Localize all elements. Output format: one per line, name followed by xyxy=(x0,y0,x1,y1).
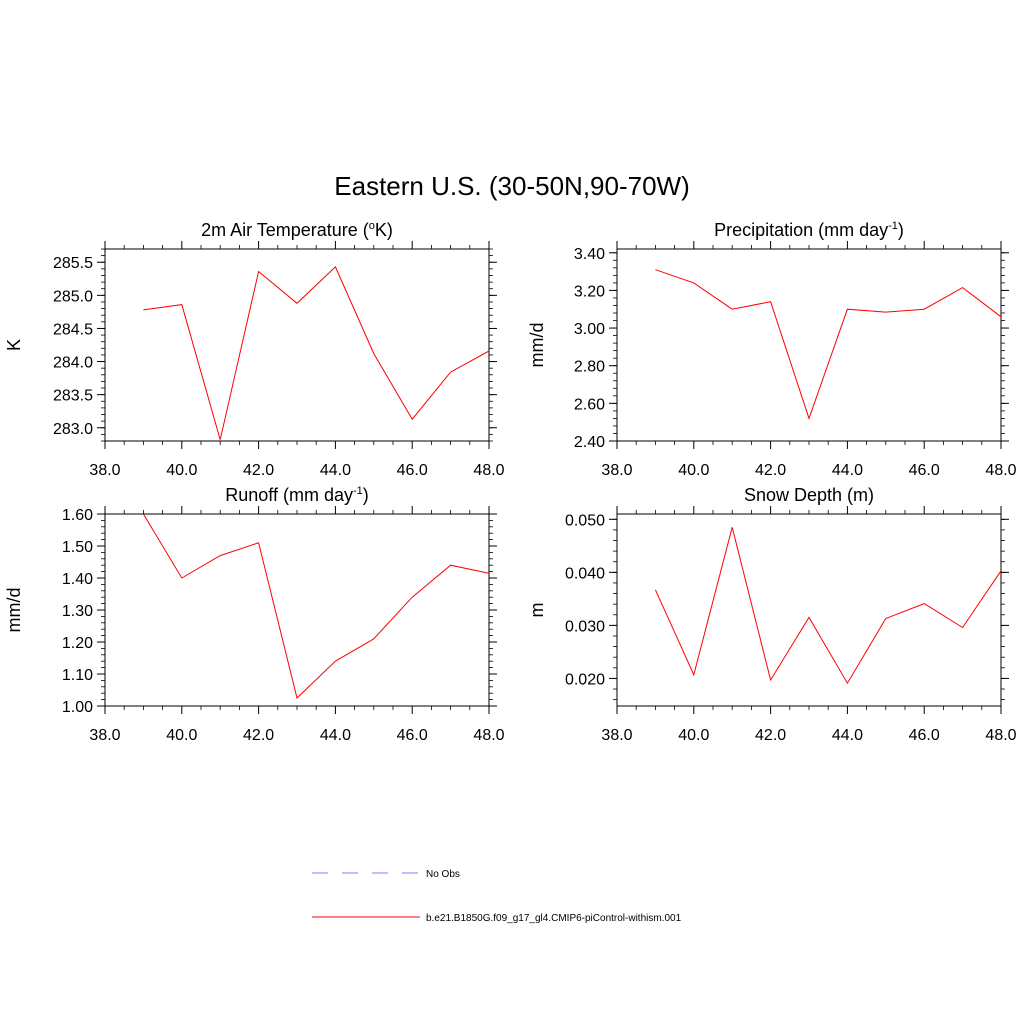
air-temperature-y-tick-label: 284.5 xyxy=(53,321,93,338)
panel-precipitation: 2.40 2.60 2.80 3.00 3.20 3.40 38.0 40.0 42.0 44.0… xyxy=(527,220,1017,479)
air-temperature-series-line xyxy=(143,266,489,440)
air-temperature-y-label: K xyxy=(4,339,24,351)
precipitation-x-tick-label: 42.0 xyxy=(755,462,786,479)
legend: No Obs b.e21.B1850G.f09_g17_gl4.CMIP6-pi… xyxy=(312,869,682,924)
runoff-y-tick-label: 1.00 xyxy=(62,699,93,716)
air-temperature-x-tick-label: 46.0 xyxy=(397,462,428,479)
snow-depth-y-label: m xyxy=(527,603,547,618)
runoff-x-tick-label: 48.0 xyxy=(473,727,504,744)
runoff-y-tick-label: 1.10 xyxy=(62,667,93,684)
air-temperature-y-tick-label: 285.0 xyxy=(53,288,93,305)
precipitation-y-tick-label: 2.60 xyxy=(574,396,605,413)
precipitation-title-main: Precipitation (mm day xyxy=(714,220,888,240)
air-temperature-y-tick-label: 284.0 xyxy=(53,355,93,372)
runoff-title: Runoff (mm day-1) xyxy=(225,485,369,505)
precipitation-title-sup: -1 xyxy=(888,220,898,232)
panels: 283.0 283.5 284.0 284.5 285.0 285.5 38.0 40.0 42… xyxy=(4,220,1017,744)
air-temperature-title: 2m Air Temperature (oK) xyxy=(201,220,393,240)
air-temperature-x-tick-label: 38.0 xyxy=(89,462,120,479)
precipitation-x-tick-label: 48.0 xyxy=(985,462,1016,479)
runoff-y-tick-label: 1.40 xyxy=(62,571,93,588)
legend-model-label: b.e21.B1850G.f09_g17_gl4.CMIP6-piControl… xyxy=(426,913,682,924)
panel-air-temperature: 283.0 283.5 284.0 284.5 285.0 285.5 38.0 40.0 42… xyxy=(4,220,505,479)
snow-depth-x-tick-label: 38.0 xyxy=(601,727,632,744)
figure-title: Eastern U.S. (30-50N,90-70W) xyxy=(334,171,689,201)
air-temperature-y-tick-label: 283.5 xyxy=(53,388,93,405)
air-temperature-title-tail: K) xyxy=(375,220,393,240)
air-temperature-x-tick-label: 48.0 xyxy=(473,462,504,479)
precipitation-x-tick-label: 44.0 xyxy=(832,462,863,479)
runoff-x-tick-label: 40.0 xyxy=(166,727,197,744)
precipitation-x-tick-label: 46.0 xyxy=(909,462,940,479)
air-temperature-title-main: 2m Air Temperature ( xyxy=(201,220,369,240)
air-temperature-x-tick-label: 40.0 xyxy=(166,462,197,479)
runoff-x-tick-label: 44.0 xyxy=(320,727,351,744)
snow-depth-x-tick-label: 48.0 xyxy=(985,727,1016,744)
snow-depth-y-tick-label: 0.030 xyxy=(565,618,605,635)
air-temperature-y-tick-label: 285.5 xyxy=(53,255,93,272)
runoff-x-tick-label: 42.0 xyxy=(243,727,274,744)
snow-depth-y-tick-label: 0.040 xyxy=(565,565,605,582)
runoff-x-tick-label: 38.0 xyxy=(89,727,120,744)
precipitation-y-tick-label: 3.40 xyxy=(574,246,605,263)
runoff-y-tick-label: 1.50 xyxy=(62,539,93,556)
panel-runoff: 1.00 1.10 1.20 1.30 1.40 1.50 1.60 38.0 40.0 42.0… xyxy=(4,485,505,744)
snow-depth-frame xyxy=(616,513,1002,707)
runoff-y-tick-label: 1.60 xyxy=(62,507,93,524)
runoff-y-tick-label: 1.20 xyxy=(62,635,93,652)
precipitation-title: Precipitation (mm day-1) xyxy=(714,220,904,240)
runoff-frame xyxy=(104,513,490,707)
precipitation-y-tick-label: 3.20 xyxy=(574,283,605,300)
snow-depth-y-tick-label: 0.050 xyxy=(565,512,605,529)
precipitation-y-tick-label: 2.40 xyxy=(574,434,605,451)
snow-depth-x-tick-label: 46.0 xyxy=(909,727,940,744)
runoff-title-tail: ) xyxy=(363,485,369,505)
snow-depth-x-tick-label: 40.0 xyxy=(678,727,709,744)
runoff-series-line xyxy=(142,514,489,699)
air-temperature-x-tick-label: 44.0 xyxy=(320,462,351,479)
air-temperature-title-sup: o xyxy=(369,220,375,232)
runoff-y-tick-label: 1.30 xyxy=(62,603,93,620)
snow-depth-x-tick-label: 42.0 xyxy=(755,727,786,744)
precipitation-frame xyxy=(616,248,1002,442)
precipitation-title-tail: ) xyxy=(898,220,904,240)
air-temperature-frame xyxy=(104,248,490,442)
precipitation-x-tick-label: 40.0 xyxy=(678,462,709,479)
precipitation-y-label: mm/d xyxy=(527,323,547,368)
precipitation-y-tick-label: 3.00 xyxy=(574,321,605,338)
panel-snow-depth: 0.020 0.030 0.040 0.050 38.0 40.0 42.0 44.0 46.0… xyxy=(527,485,1017,744)
precipitation-y-tick-label: 2.80 xyxy=(574,359,605,376)
runoff-y-label: mm/d xyxy=(4,588,24,633)
air-temperature-x-tick-label: 42.0 xyxy=(243,462,274,479)
legend-no-obs-label: No Obs xyxy=(426,869,460,880)
snow-depth-title: Snow Depth (m) xyxy=(744,485,874,505)
air-temperature-y-tick-label: 283.0 xyxy=(53,421,93,438)
snow-depth-series-line xyxy=(654,527,1001,685)
snow-depth-x-tick-label: 44.0 xyxy=(832,727,863,744)
runoff-title-main: Runoff (mm day xyxy=(225,485,353,505)
precipitation-series-line xyxy=(655,269,1001,420)
runoff-x-tick-label: 46.0 xyxy=(397,727,428,744)
snow-depth-title-main: Snow Depth (m) xyxy=(744,485,874,505)
snow-depth-y-tick-label: 0.020 xyxy=(565,671,605,688)
runoff-title-sup: -1 xyxy=(353,485,363,497)
precipitation-x-tick-label: 38.0 xyxy=(601,462,632,479)
